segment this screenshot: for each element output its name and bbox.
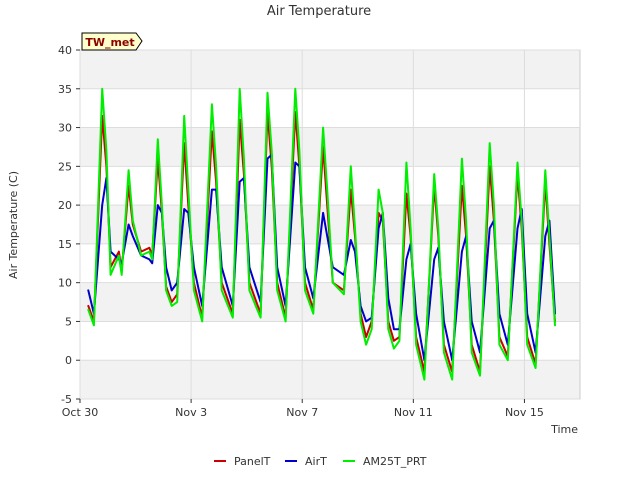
series-lines	[87, 87, 556, 381]
legend-label-panelt: PanelT	[234, 455, 271, 468]
y-tick-label: 40	[58, 44, 72, 57]
legend-label-airt: AirT	[305, 455, 327, 468]
y-tick-label: 0	[65, 354, 72, 367]
y-tick-label: 5	[65, 315, 72, 328]
station-badge: TW_met	[81, 32, 143, 51]
y-tick-label: -5	[61, 393, 72, 406]
legend: PanelT AirT AM25T_PRT	[214, 455, 427, 468]
x-axis-ticks: Oct 30 Nov 3 Nov 7 Nov 11 Nov 15	[62, 399, 544, 419]
y-tick-label: 10	[58, 277, 72, 290]
x-tick-label: Nov 11	[394, 406, 433, 419]
y-tick-label: 20	[58, 199, 72, 212]
series-line-am25t-prt	[87, 87, 556, 381]
x-tick-label: Nov 3	[175, 406, 207, 419]
plot-band	[80, 282, 580, 322]
plot-band	[80, 127, 580, 167]
y-tick-label: 35	[58, 83, 72, 96]
x-tick-label: Oct 30	[62, 406, 99, 419]
station-badge-shape	[81, 32, 143, 51]
y-tick-label: 15	[58, 238, 72, 251]
plot-band	[80, 360, 580, 399]
y-axis-label: Air Temperature (C)	[7, 171, 20, 279]
y-axis-ticks: -5 0 5 10 15 20 25 30 35 40	[58, 44, 80, 406]
x-tick-label: Nov 7	[286, 406, 318, 419]
y-tick-label: 25	[58, 160, 72, 173]
plot-band	[80, 50, 580, 89]
x-axis-label: Time	[550, 423, 578, 436]
y-tick-label: 30	[58, 122, 72, 135]
x-tick-label: Nov 15	[505, 406, 544, 419]
legend-label-am25t-prt: AM25T_PRT	[363, 455, 427, 468]
station-badge-label: TW_met	[85, 36, 134, 49]
chart-title: Air Temperature	[267, 4, 371, 19]
